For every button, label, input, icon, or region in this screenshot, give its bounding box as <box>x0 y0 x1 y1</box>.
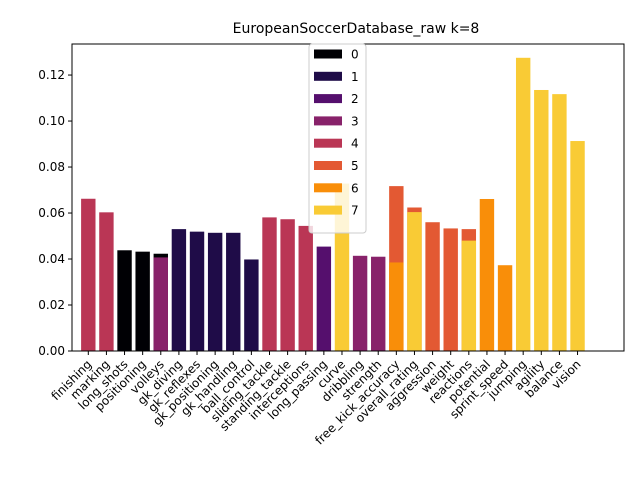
y-tick-label: 0.04 <box>38 252 65 266</box>
bar-standing_tackle-cluster-4 <box>280 219 295 351</box>
y-tick-label: 0.02 <box>38 298 65 312</box>
legend: 0 1 2 3 4 5 6 7 <box>308 43 367 234</box>
bar-ball_control-cluster-1 <box>244 259 259 351</box>
bar-interceptions-cluster-4 <box>298 225 313 351</box>
legend-label-4: 4 <box>351 137 359 151</box>
bar-free_kick_accuracy-cluster-6 <box>389 262 404 351</box>
y-tick-label: 0.10 <box>38 114 65 128</box>
legend-swatch-7 <box>314 205 342 215</box>
bar-gk_positioning-cluster-1 <box>207 232 223 351</box>
legend-label-6: 6 <box>351 181 359 195</box>
bar-long_passing-cluster-2 <box>316 246 332 351</box>
legend-label-3: 3 <box>351 114 359 128</box>
bars-layer <box>81 57 585 352</box>
bar-dribbling-cluster-3 <box>352 255 368 351</box>
legend-label-2: 2 <box>351 92 359 106</box>
bar-balance-cluster-7 <box>552 94 567 351</box>
legend-label-0: 0 <box>351 48 359 62</box>
y-tick-label: 0.00 <box>38 344 65 358</box>
legend-swatch-0 <box>314 49 342 59</box>
y-axis: 0.00 0.02 0.04 0.06 0.08 0.10 0.12 <box>38 68 72 358</box>
chart-title: EuropeanSoccerDatabase_raw k=8 <box>233 21 480 37</box>
bar-gk_handling-cluster-1 <box>226 232 241 351</box>
legend-swatch-1 <box>314 71 342 81</box>
legend-swatch-6 <box>314 183 342 193</box>
y-tick-label: 0.12 <box>38 68 65 82</box>
bar-sliding_tackle-cluster-4 <box>262 217 277 351</box>
bar-overall_rating-cluster-7 <box>407 212 422 351</box>
x-axis: finishingmarkinglong_shotspositioningvol… <box>49 351 584 447</box>
bar-long_shots-cluster-0 <box>117 250 132 351</box>
bar-marking-cluster-4 <box>99 212 114 351</box>
bar-weight-cluster-5 <box>443 228 458 351</box>
bar-vision-cluster-7 <box>570 141 585 351</box>
bar-agility-cluster-7 <box>534 89 549 352</box>
legend-label-1: 1 <box>351 70 359 84</box>
bar-gk_diving-cluster-1 <box>171 229 187 351</box>
legend-swatch-2 <box>314 94 342 104</box>
y-tick-label: 0.08 <box>38 160 65 174</box>
bar-reactions-cluster-7 <box>461 240 477 351</box>
bar-finishing-cluster-4 <box>81 198 96 351</box>
bar-aggression-cluster-5 <box>425 222 440 351</box>
bar-potential-cluster-6 <box>479 198 495 351</box>
legend-label-7: 7 <box>351 204 359 218</box>
bar-jumping-cluster-7 <box>515 57 531 352</box>
legend-swatch-4 <box>314 138 342 148</box>
bar-volleys-cluster-3 <box>153 257 168 351</box>
bar-strength-cluster-3 <box>371 256 386 351</box>
bar-sprint_speed-cluster-6 <box>497 265 513 351</box>
legend-swatch-3 <box>314 116 342 126</box>
legend-label-5: 5 <box>351 159 359 173</box>
y-tick-label: 0.06 <box>38 206 65 220</box>
bar-gk_reflexes-cluster-1 <box>189 231 205 351</box>
bar-positioning-cluster-0 <box>135 251 150 351</box>
legend-swatch-5 <box>314 161 342 170</box>
